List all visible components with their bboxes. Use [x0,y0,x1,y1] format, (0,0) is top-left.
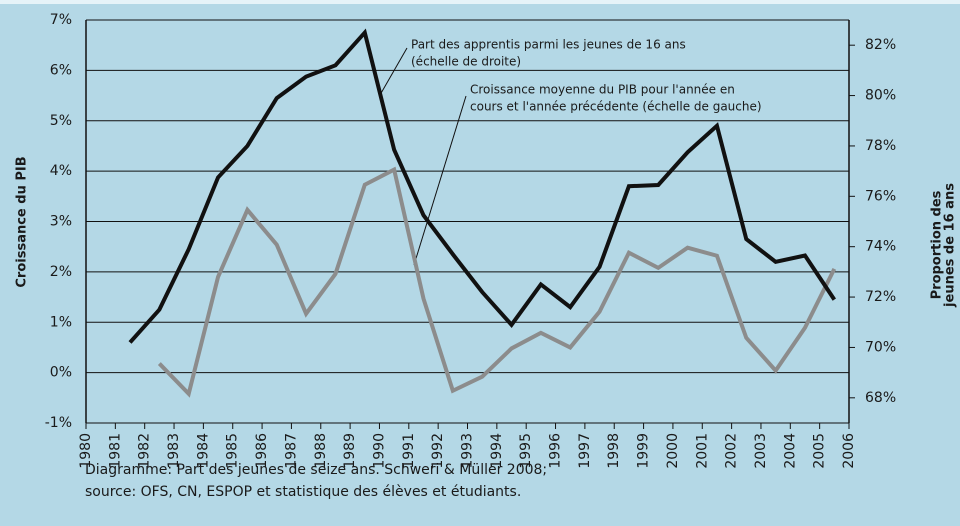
annotation: Croissance moyenne du PIB pour l'année e… [470,83,735,97]
y-tick-label: 0% [50,365,72,381]
x-tick-label: 2003 [753,433,769,469]
annotation: cours et l'année précédente (échelle de … [470,100,762,114]
x-tick-label: 1991 [401,433,417,469]
x-tick-label: 2005 [812,433,828,469]
y2-tick-label: 82% [865,37,896,53]
x-tick-label: 2006 [841,433,857,469]
y2-tick-label: 70% [865,339,896,355]
caption: source: OFS, CN, ESPOP et statistique de… [85,484,521,500]
y2-tick-label: 78% [865,138,896,154]
y2-axis-title: Proportion des [930,190,945,299]
caption: Diagramme: Part des jeunes de seize ans.… [85,462,547,478]
data-line [157,166,837,398]
y-tick-label: 3% [50,214,72,230]
y-tick-label: 7% [50,12,72,28]
x-tick-label: 1988 [313,433,329,469]
x-tick-label: 1980 [78,433,94,469]
y2-tick-label: 80% [865,88,896,104]
annotation: (échelle de droite) [411,55,521,69]
x-tick-label: 1984 [195,433,211,469]
x-tick-label: 1983 [166,433,182,469]
y-axis-title: Croissance du PIB [15,156,30,287]
top-strip [0,0,960,4]
x-tick-label: 1994 [489,433,505,469]
x-tick-label: 1986 [254,433,270,469]
y2-tick-label: 74% [865,239,896,255]
y-tick-label: 6% [50,62,72,78]
y-tick-label: 1% [50,314,72,330]
y-tick-label: 2% [50,264,72,280]
x-tick-label: 1989 [342,433,358,469]
data-line [128,28,836,344]
x-tick-label: 1998 [606,433,622,469]
x-tick-label: 2002 [724,433,740,469]
leader-line [413,95,467,266]
y2-tick-label: 76% [865,188,896,204]
x-tick-label: 1995 [518,433,534,469]
y2-tick-label: 68% [865,390,896,406]
y-tick-label: -1% [45,415,72,431]
x-tick-label: 1997 [577,433,593,469]
x-tick-label: 2004 [782,433,798,469]
x-tick-label: 2001 [694,433,710,469]
y2-tick-label: 72% [865,289,896,305]
x-tick-label: 1982 [137,433,153,469]
x-tick-label: 1999 [636,433,652,469]
y-tick-label: 5% [50,113,72,129]
x-tick-label: 1990 [371,433,387,469]
y2-axis-title: jeunes de 16 ans [943,183,958,308]
leader-line [379,47,408,96]
x-tick-label: 1981 [107,433,123,469]
x-tick-label: 1993 [460,433,476,469]
annotation: Part des apprentis parmi les jeunes de 1… [411,38,686,52]
x-tick-label: 1987 [283,433,299,469]
x-tick-label: 1992 [430,433,446,469]
x-tick-label: 2000 [665,433,681,469]
x-tick-label: 1985 [225,433,241,469]
x-tick-label: 1996 [548,433,564,469]
y-tick-label: 4% [50,163,72,179]
